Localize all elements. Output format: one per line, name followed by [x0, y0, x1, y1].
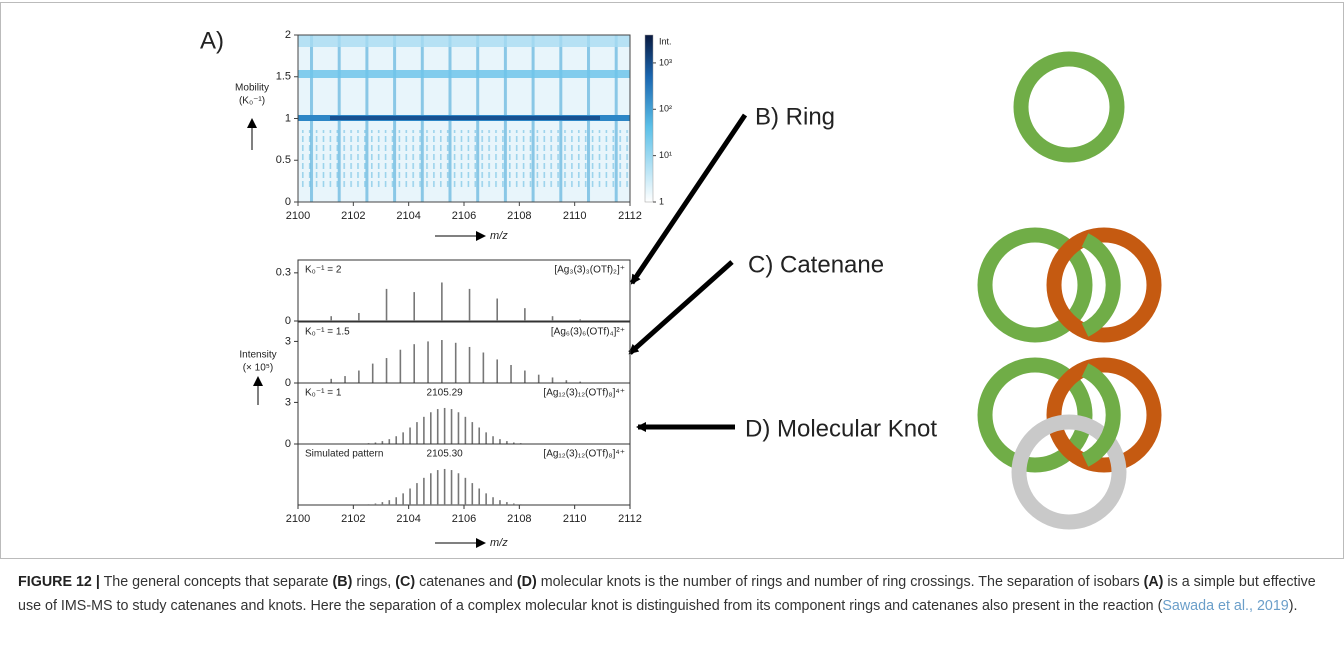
colorbar-tick-label: 10³	[659, 57, 672, 67]
y-tick-label: 0	[285, 196, 291, 208]
y-tick-label: 1.5	[276, 71, 291, 83]
y-tick-label: 0	[285, 377, 291, 389]
caption: FIGURE 12 | The general concepts that se…	[18, 570, 1330, 618]
colorbar	[644, 34, 654, 203]
label: C) Catenane	[748, 251, 884, 278]
caption-text: rings,	[352, 574, 396, 590]
citation-link[interactable]: Sawada et al., 2019	[1162, 598, 1289, 614]
x-tick-label: 2110	[563, 210, 587, 222]
rings	[977, 51, 1162, 530]
formula: [Ag₁₂(3)₁₂(OTf)₈]⁴⁺	[543, 388, 625, 399]
figure-art: A) B) Ring C) Catenane D) Molecular Knot…	[0, 2, 1344, 559]
frame	[0, 2, 1344, 559]
caption-text: molecular knots is the number of rings a…	[536, 574, 1144, 590]
panel-label: K₀⁻¹ = 2	[305, 265, 342, 276]
caption-ref: (C)	[395, 574, 416, 590]
panel-label: A)	[200, 27, 224, 54]
caption-text: The general concepts that separate	[99, 574, 333, 590]
x-tick-label: 2100	[286, 210, 310, 222]
caption-label: FIGURE 12 |	[18, 574, 100, 590]
x-axis-label: m/z	[490, 537, 508, 549]
x-tick-label: 2108	[507, 210, 531, 222]
formula: [Ag₁₂(3)₁₂(OTf)₈]⁴⁺	[543, 449, 625, 460]
y-tick-label: 3	[285, 335, 291, 347]
x-tick-label: 2112	[618, 513, 642, 525]
y-axis-label: (× 10⁵)	[243, 363, 274, 374]
panel-label: K₀⁻¹ = 1	[305, 388, 342, 399]
arrow	[629, 113, 748, 285]
colorbar-tick-label: 10¹	[659, 150, 672, 160]
x-tick-label: 2102	[341, 210, 365, 222]
caption-ref: (D)	[516, 574, 537, 590]
colorbar-tick-label: 10²	[659, 104, 672, 114]
x-tick-label: 2108	[507, 513, 531, 525]
caption-text: ).	[1288, 598, 1298, 614]
x-tick-label: 2104	[396, 210, 420, 222]
x-tick-label: 2106	[452, 513, 476, 525]
peak-annotation: 2105.29	[427, 388, 464, 399]
caption-ref: (B)	[332, 574, 353, 590]
x-tick-label: 2104	[396, 513, 420, 525]
x-tick-label: 2112	[618, 210, 642, 222]
y-tick-label: 0.3	[276, 267, 291, 279]
caption-ref: (A)	[1143, 574, 1164, 590]
y-tick-label: 2	[285, 29, 291, 41]
label: D) Molecular Knot	[745, 415, 937, 442]
formula: [Ag₆(3)₆(OTf)₄]²⁺	[551, 327, 625, 338]
caption-text: catenanes and	[415, 574, 517, 590]
x-axis-label: m/z	[490, 230, 508, 242]
y-axis-label: Mobility	[235, 83, 269, 94]
heatmap-image	[298, 35, 630, 202]
colorbar-tick-label: 1	[659, 196, 664, 206]
label: B) Ring	[755, 103, 835, 130]
y-tick-label: 0	[285, 315, 291, 327]
arrow	[628, 260, 734, 355]
y-axis-label: (K₀⁻¹)	[239, 96, 265, 107]
panel-label: K₀⁻¹ = 1.5	[305, 327, 350, 338]
y-axis-label: Intensity	[239, 350, 276, 361]
formula: [Ag₃(3)₃(OTf)₂]⁺	[554, 265, 625, 276]
x-tick-label: 2110	[563, 513, 587, 525]
y-tick-label: 1	[285, 112, 291, 124]
x-tick-label: 2106	[452, 210, 476, 222]
x-tick-label: 2100	[286, 513, 310, 525]
y-tick-label: 0.5	[276, 154, 291, 166]
y-tick-label: 3	[285, 396, 291, 408]
x-tick-label: 2102	[341, 513, 365, 525]
colorbar-title: Int.	[659, 36, 672, 46]
peak-annotation: 2105.30	[427, 449, 464, 460]
panel-frame	[297, 259, 631, 322]
caption-text: is a simple but effective use of IMS-MS …	[18, 574, 1316, 614]
panel-label: Simulated pattern	[305, 449, 383, 460]
y-tick-label: 0	[285, 438, 291, 450]
